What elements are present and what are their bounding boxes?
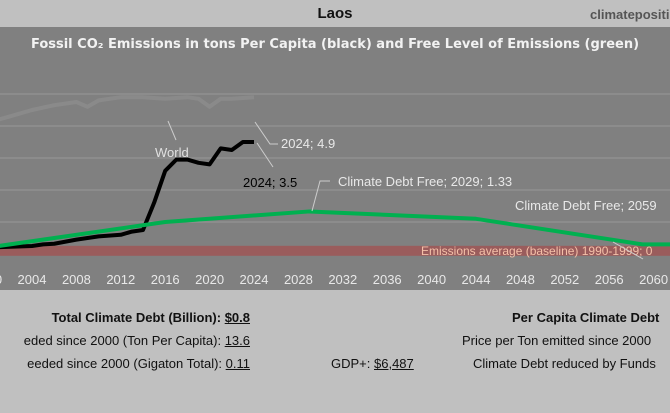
- header: Laos climatepositi: [0, 0, 670, 27]
- ton-per-capita: eded since 2000 (Ton Per Capita): 13.6: [24, 333, 250, 348]
- baseline-band: [0, 245, 670, 256]
- free-level-line: [0, 209, 670, 248]
- per-capita-debt-label: Per Capita Climate Debt: [512, 310, 660, 325]
- laos-end-label: 2024; 3.5: [243, 175, 297, 190]
- x-tick-label: 2032: [328, 272, 357, 287]
- x-tick-label: 2024: [240, 272, 269, 287]
- ton-value[interactable]: 13.6: [224, 333, 250, 348]
- x-tick-label: 2004: [18, 272, 47, 287]
- world-leader: [167, 120, 177, 141]
- world-label: World: [155, 145, 189, 160]
- x-tick-label: 2008: [62, 272, 91, 287]
- free2-label: Climate Debt Free; 2059: [515, 198, 657, 213]
- total-debt-label: Total Climate Debt (Billion):: [51, 310, 222, 325]
- x-tick-label: 2048: [506, 272, 535, 287]
- giga-label: eeded since 2000 (Gigaton Total):: [27, 356, 223, 371]
- ton-label: eded since 2000 (Ton Per Capita):: [23, 333, 222, 348]
- world-line: [0, 95, 255, 122]
- x-tick-label: 2016: [151, 272, 180, 287]
- free1-leader: [311, 180, 330, 212]
- x-tick-label: 2056: [595, 272, 624, 287]
- brand-logo-text: climatepositi: [590, 7, 670, 22]
- chart-title: Fossil CO₂ Emissions in tons Per Capita …: [31, 37, 639, 52]
- giga-value[interactable]: 0.11: [225, 356, 250, 371]
- chart-area: Fossil CO₂ Emissions in tons Per Capita …: [0, 27, 670, 290]
- x-tick-label: 2060: [639, 272, 668, 287]
- gdp-label: GDP+:: [331, 356, 371, 371]
- laos-end-leader: [256, 142, 274, 168]
- funds-label: Climate Debt reduced by Funds: [473, 356, 656, 371]
- world-end-label: 2024; 4.9: [281, 136, 335, 151]
- free2-leader: [612, 241, 644, 260]
- free1-label: Climate Debt Free; 2029; 1.33: [338, 174, 512, 189]
- world-end-leader: [254, 121, 278, 145]
- x-tick-label: 2028: [284, 272, 313, 287]
- price-per-ton-label: Price per Ton emitted since 2000: [462, 333, 652, 348]
- x-tick-label: 2020: [195, 272, 224, 287]
- emissions-chart: Fossil CO₂ Emissions in tons Per Capita …: [0, 37, 670, 287]
- gdp: GDP+: $6,487: [331, 356, 414, 371]
- country-title: Laos: [317, 5, 353, 22]
- x-tick-label: 2012: [106, 272, 135, 287]
- baseline-label: Emissions average (baseline) 1990-1999; …: [421, 244, 653, 258]
- x-tick-label: 2036: [373, 272, 402, 287]
- gdp-value[interactable]: $6,487: [374, 356, 414, 371]
- x-tick-label: 2000: [0, 272, 2, 287]
- gigaton-total: eeded since 2000 (Gigaton Total): 0.11: [27, 356, 250, 371]
- total-debt-value[interactable]: $0.8: [224, 310, 250, 325]
- laos-line: [0, 140, 254, 250]
- x-tick-label: 2044: [462, 272, 491, 287]
- x-tick-label: 2040: [417, 272, 446, 287]
- x-tick-label: 2052: [550, 272, 579, 287]
- total-debt: Total Climate Debt (Billion): $0.8: [52, 310, 250, 325]
